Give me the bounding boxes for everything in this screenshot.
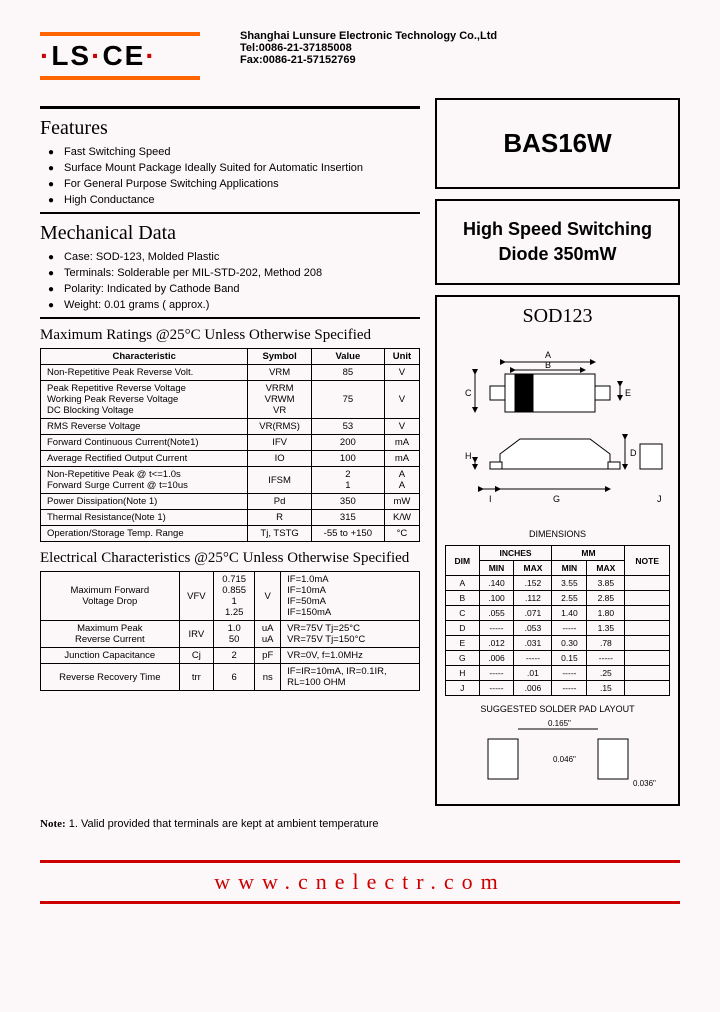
feature-item: Fast Switching Speed	[48, 146, 420, 158]
mechanical-heading: Mechanical Data	[40, 222, 420, 245]
features-list: Fast Switching Speed Surface Mount Packa…	[40, 146, 420, 206]
svg-text:C: C	[465, 388, 472, 398]
note-text: 1. Valid provided that terminals are kep…	[69, 818, 379, 830]
feature-item: For General Purpose Switching Applicatio…	[48, 178, 420, 190]
svg-text:A: A	[545, 350, 551, 360]
col-header: Characteristic	[41, 349, 248, 365]
package-title: SOD123	[445, 305, 670, 328]
mechanical-list: Case: SOD-123, Molded Plastic Terminals:…	[40, 251, 420, 311]
svg-text:H: H	[465, 451, 472, 461]
mech-item: Terminals: Solderable per MIL-STD-202, M…	[48, 267, 420, 279]
svg-text:B: B	[545, 360, 551, 370]
elec-char-table: Maximum Forward Voltage DropVFV0.715 0.8…	[40, 571, 420, 691]
mech-item: Weight: 0.01 grams ( approx.)	[48, 299, 420, 311]
mech-item: Polarity: Indicated by Cathode Band	[48, 283, 420, 295]
company-fax: Fax:0086-21-57152769	[240, 54, 497, 66]
part-number-box: BAS16W	[435, 98, 680, 189]
pad-layout-title: SUGGESTED SOLDER PAD LAYOUT	[445, 704, 670, 714]
company-tel: Tel:0086-21-37185008	[240, 42, 497, 54]
company-name: Shanghai Lunsure Electronic Technology C…	[240, 30, 497, 42]
col-header: Symbol	[248, 349, 311, 365]
product-title-box: High Speed Switching Diode 350mW	[435, 199, 680, 285]
svg-text:0.046": 0.046"	[553, 755, 576, 764]
max-ratings-table: Characteristic Symbol Value Unit Non-Rep…	[40, 348, 420, 542]
package-diagram: A B C E H D I	[445, 344, 670, 514]
dimensions-table: DIM INCHES MM NOTE MINMAX MINMAX A.140.1…	[445, 545, 670, 696]
feature-item: Surface Mount Package Ideally Suited for…	[48, 162, 420, 174]
col-header: Value	[311, 349, 384, 365]
max-ratings-heading: Maximum Ratings @25°C Unless Otherwise S…	[40, 327, 420, 344]
svg-text:J: J	[657, 494, 662, 504]
svg-text:D: D	[630, 448, 637, 458]
note-label: Note:	[40, 818, 66, 830]
svg-text:0.036": 0.036"	[633, 779, 656, 788]
note: Note: 1. Valid provided that terminals a…	[40, 818, 680, 830]
features-heading: Features	[40, 117, 420, 140]
svg-text:I: I	[489, 494, 492, 504]
elec-char-heading: Electrical Characteristics @25°C Unless …	[40, 550, 420, 567]
svg-text:G: G	[553, 494, 560, 504]
company-info: Shanghai Lunsure Electronic Technology C…	[240, 30, 497, 86]
dimensions-heading: DIMENSIONS	[445, 529, 670, 539]
feature-item: High Conductance	[48, 194, 420, 206]
svg-text:E: E	[625, 388, 631, 398]
package-box: SOD123 A B C E	[435, 295, 680, 806]
company-logo: ·LS·CE·	[40, 32, 220, 80]
col-header: Unit	[384, 349, 419, 365]
pad-layout-diagram: 0.165" 0.046" 0.036"	[458, 714, 658, 794]
svg-text:0.165": 0.165"	[548, 719, 571, 728]
mech-item: Case: SOD-123, Molded Plastic	[48, 251, 420, 263]
footer: www.cnelectr.com	[40, 860, 680, 904]
footer-url: www.cnelectr.com	[40, 869, 680, 895]
